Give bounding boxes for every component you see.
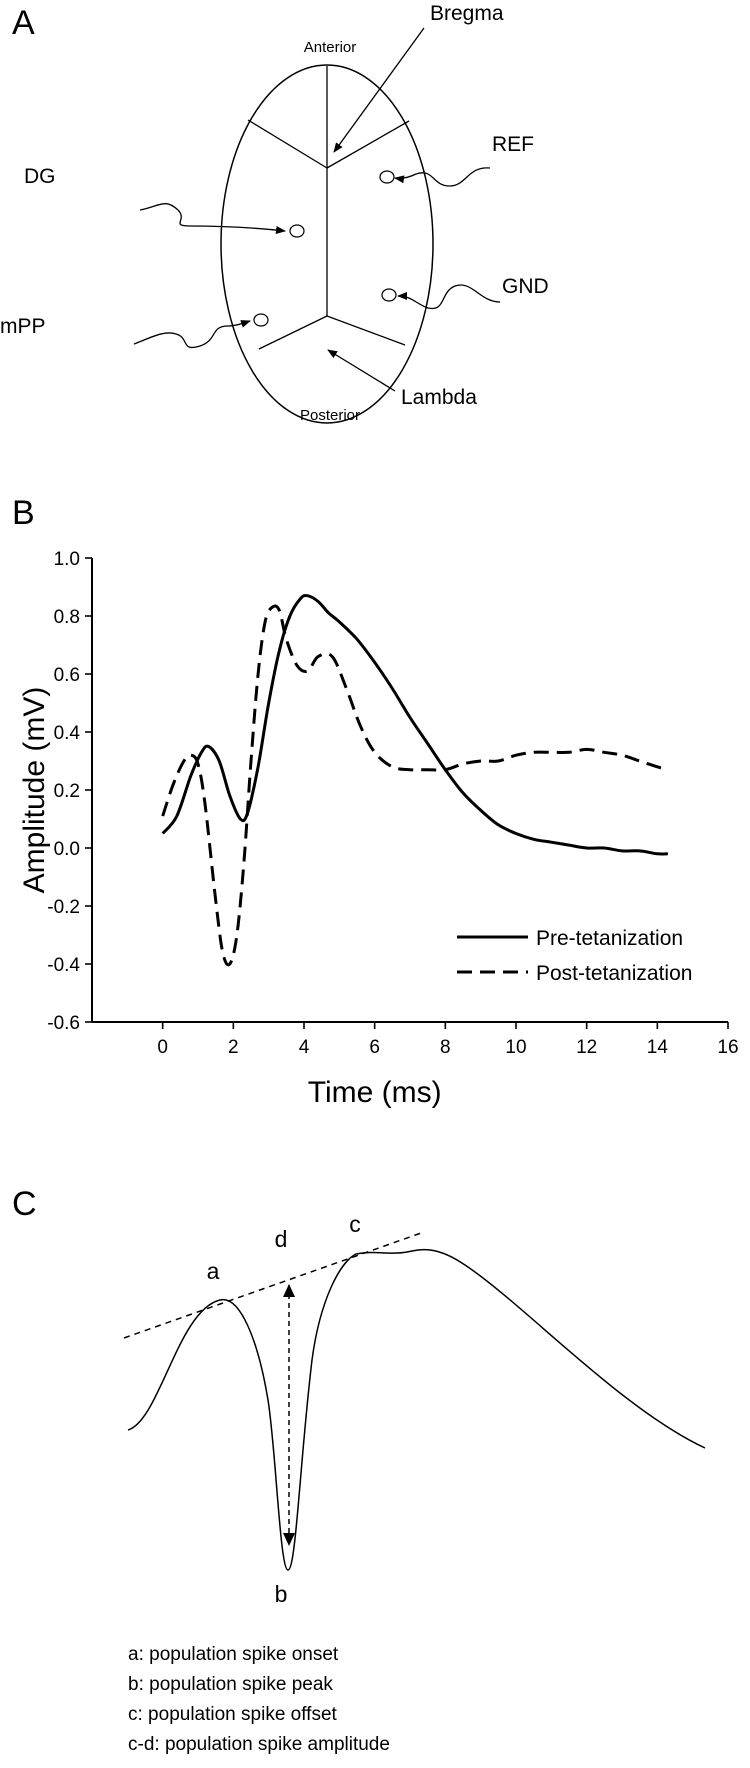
description-amplitude: c-d: population spike amplitude	[128, 1734, 390, 1755]
x-tick-label: 6	[369, 1037, 380, 1058]
pre-tetanization-line	[161, 593, 668, 856]
x-axis-title: Time (ms)	[308, 1076, 442, 1109]
bregma-label: Bregma	[430, 2, 504, 25]
y-axis-title: Amplitude (mV)	[18, 687, 51, 894]
description-peak: b: population spike peak	[128, 1674, 333, 1695]
gnd-electrode-hole	[381, 288, 397, 302]
ref-electrode-hole	[379, 170, 395, 184]
y-tick-label: 0.6	[54, 665, 80, 686]
x-tick-label: 4	[299, 1037, 310, 1058]
description-onset: a: population spike onset	[128, 1644, 339, 1665]
ref-label: REF	[492, 133, 534, 156]
gnd-lead-wire	[397, 284, 501, 310]
gnd-label: GND	[502, 275, 549, 298]
point-c-label: c	[349, 1211, 361, 1237]
y-tick-label: -0.6	[47, 1013, 80, 1034]
dg-electrode-hole	[289, 224, 305, 238]
plot-series	[161, 593, 669, 967]
panel-b-letter: B	[12, 494, 35, 532]
skull-outline	[220, 64, 434, 424]
tangent-dashed-line	[123, 1231, 425, 1339]
x-tick-label: 8	[440, 1037, 451, 1058]
bregma-arrow	[333, 27, 425, 153]
panel-c: C a b c d a: population spike onset b: p…	[12, 1185, 706, 1755]
post-tetanization-line	[161, 604, 669, 967]
y-tick-label: 0.8	[54, 607, 80, 628]
y-tick-label: 0.0	[54, 839, 80, 860]
y-tick-label: 1.0	[54, 549, 80, 570]
x-tick-label: 12	[576, 1037, 597, 1058]
lambdoid-suture-right	[326, 315, 406, 346]
mpp-label: mPP	[0, 315, 46, 338]
point-d-label: d	[275, 1226, 288, 1252]
x-tick-label: 0	[157, 1037, 168, 1058]
x-tick-label: 14	[647, 1037, 669, 1058]
amplitude-arrow-down	[283, 1533, 295, 1546]
panel-a: A Anterior Posterior Bregma Lambda REF G…	[0, 2, 549, 424]
x-tick-label: 10	[505, 1037, 526, 1058]
x-tick-label: 2	[228, 1037, 239, 1058]
y-tick-label: 0.4	[54, 723, 81, 744]
description-offset: c: population spike offset	[128, 1704, 338, 1725]
anterior-label: Anterior	[304, 39, 357, 56]
mpp-lead-wire	[133, 320, 251, 349]
panel-c-letter: C	[12, 1185, 37, 1223]
panel-a-letter: A	[12, 4, 35, 42]
dg-lead-wire	[139, 203, 286, 234]
x-tick-label: 16	[717, 1037, 738, 1058]
dg-label: DG	[24, 165, 56, 188]
coronal-suture-left	[247, 119, 328, 169]
point-a-label: a	[207, 1258, 220, 1284]
mpp-electrode-hole	[253, 313, 269, 327]
y-tick-label: -0.4	[47, 955, 80, 976]
field-potential-trace	[127, 1248, 706, 1571]
y-tick-label: -0.2	[47, 897, 80, 918]
lambda-arrow	[327, 349, 396, 392]
legend-label-post: Post-tetanization	[536, 962, 692, 985]
axis-ticks: -0.6 -0.4 -0.2 0.0 0.2 0.4 0.6 0.8 1.0 0 2 4 6 8 10 12 1…	[47, 549, 738, 1058]
legend-label-pre: Pre-tetanization	[536, 927, 683, 950]
lambda-label: Lambda	[401, 386, 477, 409]
lambdoid-suture-left	[258, 315, 328, 350]
ref-lead-wire	[394, 167, 491, 187]
panel-b-chart: B -0.6 -0.4 -0.2 0.0 0.2 0.4 0.6 0.8 1.0 0 2 4 6 8 10 1…	[12, 494, 739, 1109]
point-b-label: b	[275, 1581, 288, 1607]
amplitude-arrow-up	[283, 1284, 295, 1297]
coronal-suture-right	[326, 120, 410, 169]
y-tick-label: 0.2	[54, 781, 80, 802]
posterior-label: Posterior	[300, 407, 360, 424]
chart-legend: Pre-tetanization Post-tetanization	[457, 927, 692, 985]
